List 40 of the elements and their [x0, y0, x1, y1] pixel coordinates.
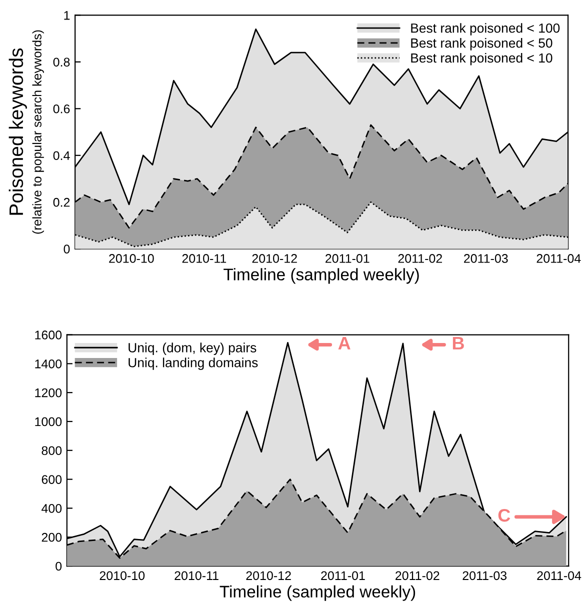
annotation: A [338, 336, 350, 350]
x-tick-label: 2011-03 [462, 571, 507, 580]
y-tick-label: 0.4 [53, 151, 70, 160]
y-tick-label: 1200 [35, 388, 62, 398]
annotation: C [498, 508, 510, 522]
x-tick-label: 2010-10 [109, 254, 154, 263]
y-tick-label: 1 [64, 11, 70, 20]
y-tick-label: 1000 [35, 417, 62, 426]
x-tick-label: 2010-11 [182, 254, 226, 263]
y-tick-label: 0.6 [53, 104, 70, 114]
legend-label: Best rank poisoned < 50 [411, 38, 552, 50]
x-tick-label: 2010-12 [252, 254, 297, 263]
x-tick-label: 2010-12 [246, 571, 291, 580]
y-tick-label: 1400 [35, 359, 62, 368]
y-tick-label: 1600 [35, 330, 62, 340]
y-tick-label: 400 [42, 504, 62, 513]
x-axis-title: Timeline (sampled weekly) [224, 268, 419, 284]
y-tick-label: 0.8 [53, 58, 70, 67]
x-tick-label: 2011-01 [321, 571, 365, 580]
y-tick-label: 800 [42, 446, 62, 456]
legend-label: Uniq. landing domains [128, 358, 258, 370]
x-tick-label: 2010-10 [100, 571, 145, 580]
x-tick-label: 2011-04 [537, 571, 582, 580]
x-tick-label: 2011-01 [326, 254, 370, 263]
x-tick-label: 2011-02 [398, 254, 442, 263]
legend-label: Uniq. (dom, key) pairs [128, 342, 256, 355]
y-tick-label: 0 [56, 562, 62, 571]
y-axis-title: Poisoned keywords (relative to popular search keywords) [8, 30, 44, 234]
y-tick-label: 0.2 [53, 198, 70, 207]
x-tick-label: 2011-02 [396, 571, 440, 580]
legend-label: Best rank poisoned < 10 [411, 52, 552, 66]
annotation: B [452, 336, 464, 350]
y-tick-label: 0 [64, 244, 70, 254]
legend-label: Best rank poisoned < 100 [411, 23, 560, 36]
x-axis-title: Timeline (sampled weekly) [220, 585, 416, 601]
y-tick-label: 600 [42, 475, 62, 484]
x-tick-label: 2011-04 [536, 254, 581, 263]
y-tick-label: 200 [42, 532, 62, 542]
x-tick-label: 2011-03 [464, 254, 508, 263]
x-tick-label: 2010-11 [174, 571, 218, 580]
